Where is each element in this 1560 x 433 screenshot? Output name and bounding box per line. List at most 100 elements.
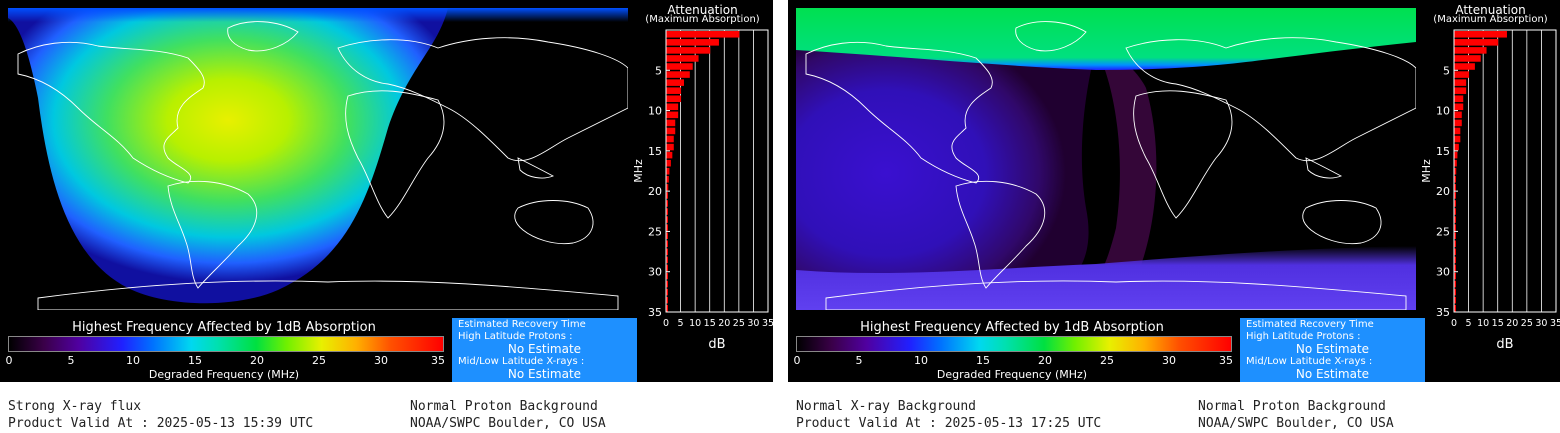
attenuation-bar [666,264,668,272]
nightside-fade [1076,48,1157,298]
dayside-absorption-region [796,48,1096,298]
attenuation-bar [666,248,668,256]
protons-label: High Latitude Protons : [458,331,573,342]
legend-tick: 25 [1100,354,1114,367]
xrays-label: Mid/Low Latitude X-rays : [1246,356,1373,367]
x-tick-label: 35 [762,318,773,329]
legend-tick: 5 [855,354,863,367]
attenuation-bar [666,63,693,70]
x-tick-label: 10 [689,318,701,329]
x-tick-label: 10 [1477,318,1489,329]
attenuation-bar [666,184,669,191]
absorption-map [8,8,628,310]
caption-right: Normal Proton Background NOAA/SWPC Bould… [1198,398,1394,432]
absorption-map [796,8,1416,310]
attenuation-bar [1454,280,1456,288]
legend-tick: 0 [5,354,13,367]
y-tick-label: 35 [1436,306,1450,319]
y-tick-label: 15 [648,145,662,158]
legend-axis-label: Degraded Frequency (MHz) [148,368,300,381]
protons-label: High Latitude Protons : [1246,331,1361,342]
x-tick-label: 0 [1451,318,1457,329]
x-tick-label: 30 [1535,318,1547,329]
attenuation-bar [1454,87,1467,94]
y-axis-label: MHz [1420,159,1433,183]
attenuation-bar [666,39,719,46]
continent-outlines [17,21,628,310]
legend-tick: 15 [976,354,990,367]
x-tick-label: 25 [733,318,745,329]
attenuation-bar [666,103,679,111]
x-tick-label: 5 [678,318,684,329]
plot-frame [1453,29,1557,313]
caption-left: Strong X-ray flux Product Valid At : 202… [8,398,313,432]
xrays-label: Mid/Low Latitude X-rays : [458,356,585,367]
y-axis-label: MHz [632,159,645,183]
legend-tick: 5 [67,354,75,367]
attenuation-bar [1454,143,1459,151]
attenuation-title: Attenuation [1455,3,1526,17]
attenuation-bar [1454,39,1499,46]
polar-cap-north [796,8,1416,70]
valid-time: Product Valid At : 2025-05-13 15:39 UTC [8,416,314,431]
legend-tick: 10 [126,354,140,367]
drap-panel-2: Highest Frequency Affected by 1dB Absorp… [788,0,1560,433]
attenuation-subtitle: (Maximum Absorption) [645,14,760,25]
attenuation-bar [666,71,690,78]
y-tick-label: 20 [1436,185,1450,198]
attenuation-bar [666,79,684,86]
y-tick-label: 10 [1436,105,1450,118]
attenuation-bar [1454,71,1470,78]
xrays-value: No Estimate [507,367,582,381]
attenuation-bar [1454,264,1456,272]
attenuation-bar [1454,119,1462,127]
source-credit: NOAA/SWPC Boulder, CO USA [1198,416,1394,431]
attenuation-bar [1454,248,1456,256]
attenuation-bar [666,192,668,199]
y-tick-label: 5 [655,64,662,77]
attenuation-bar [666,119,676,127]
recovery-title: Estimated Recovery Time [458,319,586,330]
attenuation-bar [1454,151,1458,159]
x-tick-label: 0 [663,318,669,329]
attenuation-bar [1454,216,1456,223]
x-axis-label: dB [708,337,725,352]
attenuation-bar [666,280,668,288]
legend-title: Highest Frequency Affected by 1dB Absorp… [72,320,376,335]
legend-title: Highest Frequency Affected by 1dB Absorp… [860,320,1164,335]
y-tick-label: 25 [1436,225,1450,238]
y-tick-label: 10 [648,105,662,118]
attenuation-bar [666,296,668,304]
dayside-absorption-region [8,8,448,304]
valid-time: Product Valid At : 2025-05-13 17:25 UTC [796,416,1102,431]
continent-outlines [805,21,1416,310]
proton-status: Normal Proton Background [1198,399,1386,414]
attenuation-bar [666,256,668,264]
y-tick-label: 15 [1436,145,1450,158]
attenuation-bar [1454,304,1456,312]
legend-axis-label: Degraded Frequency (MHz) [936,368,1088,381]
attenuation-bar [666,87,682,94]
legend-tick: 20 [1038,354,1052,367]
attenuation-bar [666,200,668,207]
attenuation-bar [1454,31,1507,38]
frequency-legend: Highest Frequency Affected by 1dB Absorp… [0,318,448,382]
attenuation-bar [1454,224,1456,231]
polar-cap-south [796,246,1416,310]
x-tick-label: 15 [704,318,716,329]
attenuation-bar [666,111,679,119]
attenuation-bar [666,232,668,239]
x-tick-label: 30 [747,318,759,329]
attenuation-bar [666,288,668,296]
attenuation-bar [666,216,668,223]
drap-panel-1: Highest Frequency Affected by 1dB Absorp… [0,0,773,433]
x-tick-label: 15 [1492,318,1504,329]
attenuation-bar [666,135,674,143]
legend-tick: 10 [914,354,928,367]
attenuation-bar [666,95,682,103]
legend-tick: 30 [374,354,388,367]
attenuation-bar [666,224,668,231]
recovery-box: Estimated Recovery Time High Latitude Pr… [1240,318,1425,382]
y-tick-label: 5 [1443,64,1450,77]
